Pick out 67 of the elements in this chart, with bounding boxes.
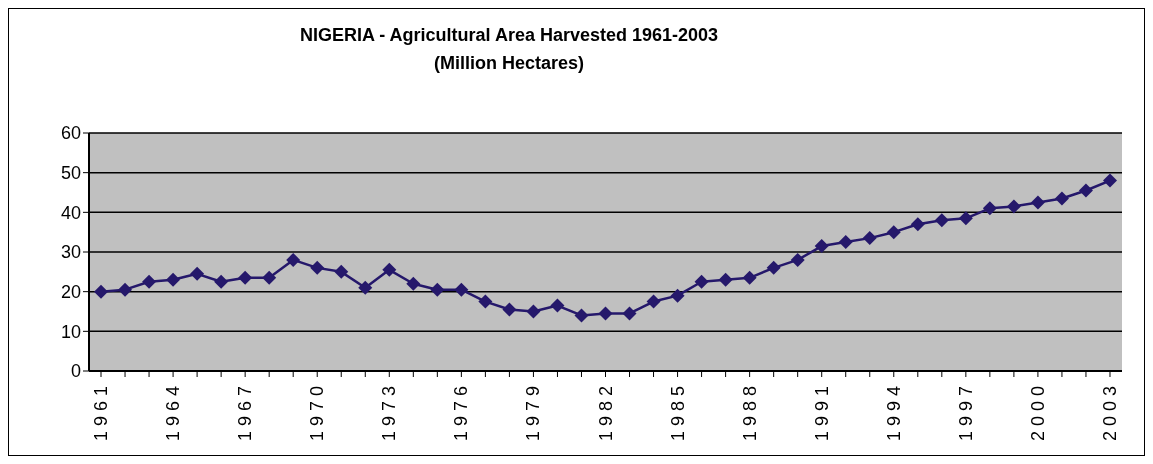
chart-subtitle: (Million Hectares) bbox=[433, 52, 585, 75]
y-tick-label: 10 bbox=[60, 321, 81, 342]
y-tick-label: 40 bbox=[60, 202, 81, 223]
point bbox=[262, 270, 277, 285]
x-tick-label: 1961 bbox=[91, 381, 112, 442]
x-tick-label: 2003 bbox=[1099, 381, 1120, 442]
x-tick-label: 1970 bbox=[307, 381, 328, 442]
x-tick-label: 1967 bbox=[235, 381, 256, 442]
x-tick-label: 1973 bbox=[379, 381, 400, 442]
point bbox=[910, 217, 925, 232]
point bbox=[838, 235, 853, 250]
y-tick-label: 30 bbox=[60, 242, 81, 263]
point bbox=[766, 260, 781, 275]
point bbox=[382, 262, 397, 277]
point bbox=[1030, 195, 1045, 210]
point bbox=[1078, 183, 1093, 198]
point bbox=[790, 252, 805, 267]
point bbox=[430, 282, 445, 297]
point bbox=[1006, 199, 1021, 214]
point bbox=[238, 270, 253, 285]
point bbox=[598, 306, 613, 321]
point bbox=[478, 294, 493, 309]
point bbox=[622, 306, 637, 321]
x-tick-label: 1982 bbox=[595, 381, 616, 442]
point bbox=[214, 274, 229, 289]
y-tick-label: 50 bbox=[60, 163, 81, 184]
point bbox=[142, 274, 157, 289]
y-tick-label: 20 bbox=[60, 282, 81, 303]
point bbox=[502, 302, 517, 317]
point bbox=[118, 282, 133, 297]
point bbox=[94, 284, 109, 299]
x-tick-label: 1997 bbox=[955, 381, 976, 442]
point bbox=[694, 274, 709, 289]
point bbox=[190, 266, 205, 281]
point bbox=[718, 272, 733, 287]
point bbox=[862, 231, 877, 246]
point bbox=[1102, 173, 1117, 188]
point bbox=[1054, 191, 1069, 206]
point bbox=[166, 272, 181, 287]
x-tick-label: 1994 bbox=[883, 381, 904, 442]
point bbox=[334, 264, 349, 279]
point bbox=[358, 280, 373, 295]
point bbox=[286, 252, 301, 267]
point bbox=[646, 294, 661, 309]
x-tick-label: 1985 bbox=[667, 381, 688, 442]
point bbox=[454, 282, 469, 297]
point bbox=[574, 308, 589, 323]
y-tick-label: 60 bbox=[60, 123, 81, 144]
point bbox=[526, 304, 541, 319]
point bbox=[406, 276, 421, 291]
point bbox=[982, 201, 997, 216]
point bbox=[934, 213, 949, 228]
x-tick-label: 2000 bbox=[1027, 381, 1048, 442]
x-tick-label: 1988 bbox=[739, 381, 760, 442]
x-tick-label: 1991 bbox=[811, 381, 832, 442]
point bbox=[310, 260, 325, 275]
point bbox=[742, 270, 757, 285]
point bbox=[814, 239, 829, 254]
point bbox=[886, 225, 901, 240]
x-tick-label: 1964 bbox=[163, 381, 184, 442]
point bbox=[958, 211, 973, 226]
y-tick-label: 0 bbox=[70, 361, 81, 382]
chart-title: NIGERIA - Agricultural Area Harvested 1961-2003 bbox=[298, 24, 720, 47]
point bbox=[670, 288, 685, 303]
x-tick-label: 1979 bbox=[523, 381, 544, 442]
point bbox=[550, 298, 565, 313]
x-tick-label: 1976 bbox=[451, 381, 472, 442]
